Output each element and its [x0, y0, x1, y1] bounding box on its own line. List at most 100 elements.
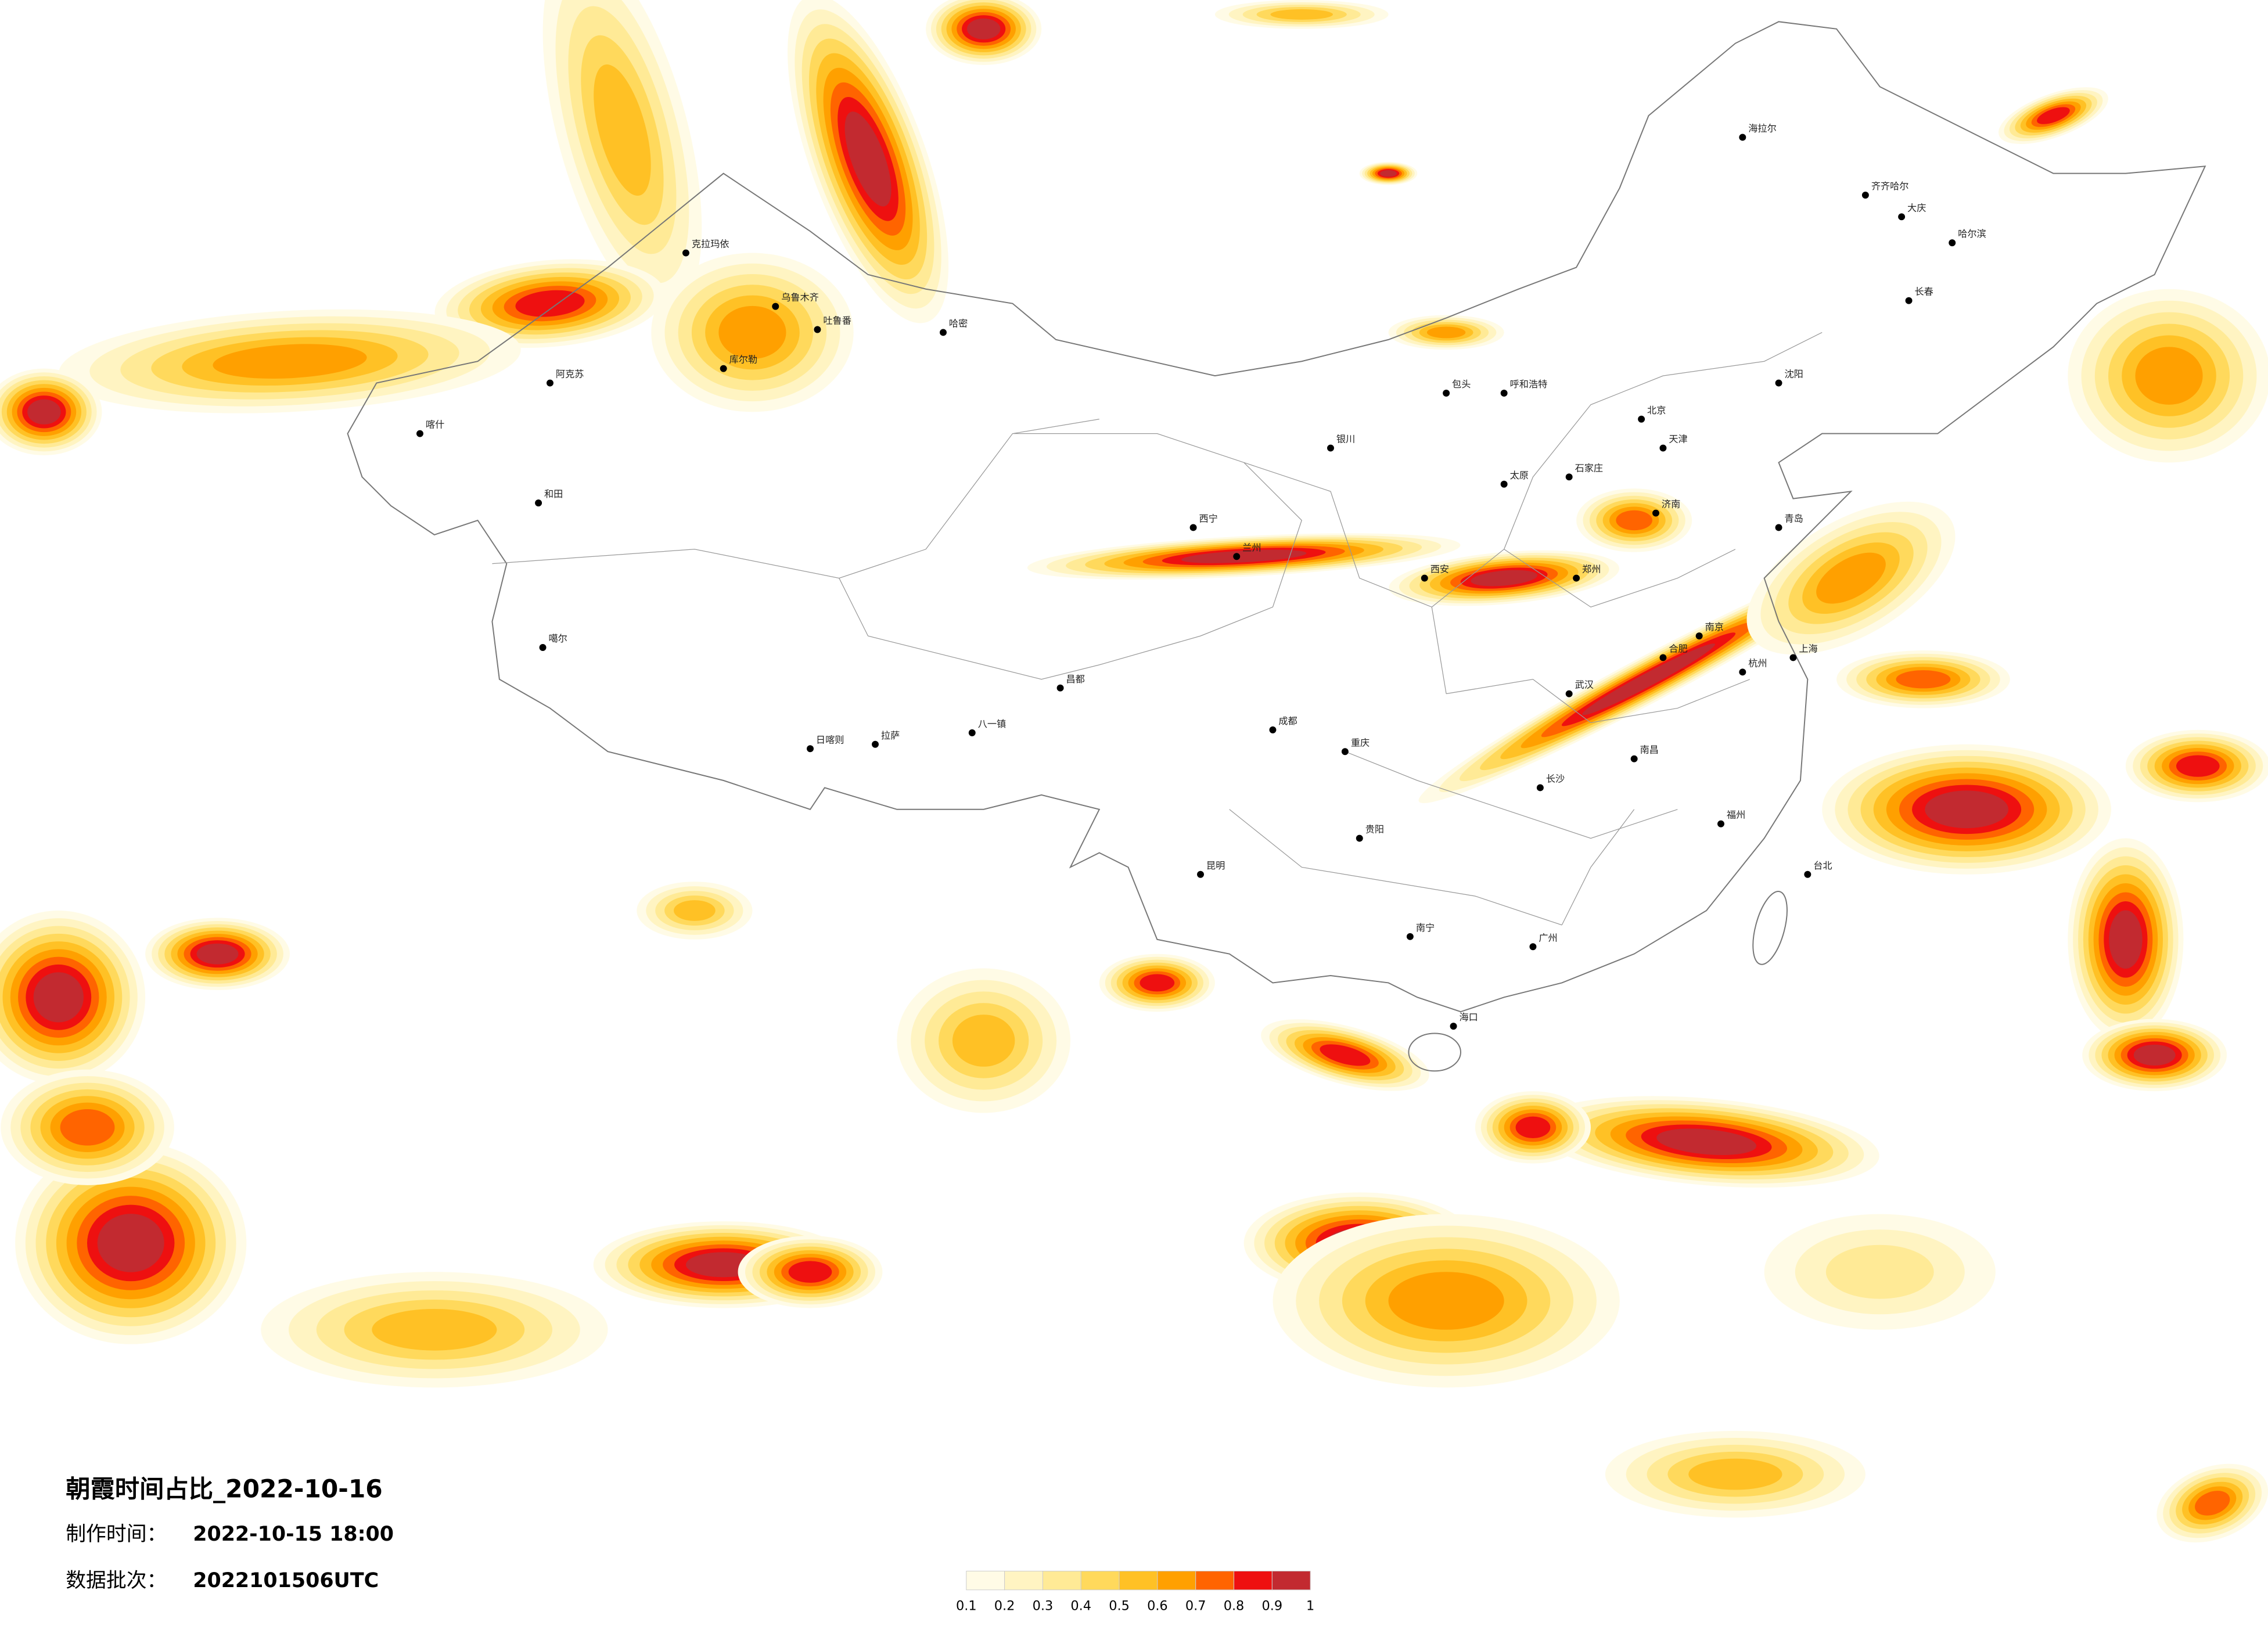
city-dot [720, 365, 727, 372]
sky-blob [213, 344, 367, 379]
sky-blob [1380, 170, 1397, 177]
colorbar-tick-label: 0.8 [1224, 1599, 1245, 1614]
city-dot [1421, 574, 1428, 582]
city-label: 银川 [1336, 434, 1355, 445]
sky-blob [1816, 552, 1886, 604]
sky-blob [1925, 790, 2009, 829]
city-label: 青岛 [1785, 513, 1803, 524]
city-dot [539, 644, 547, 651]
batch-label: 数据批次： [66, 1569, 167, 1592]
hainan [1408, 1033, 1461, 1072]
sky-blob [60, 1109, 115, 1146]
sky-blob [952, 1015, 1015, 1067]
city-label: 西宁 [1199, 513, 1218, 524]
city-dot [872, 740, 879, 748]
city-dot [547, 379, 553, 387]
city-dot [1652, 509, 1659, 517]
city-label: 石家庄 [1575, 462, 1603, 473]
sky-blob [1515, 1116, 1551, 1138]
city-label: 海拉尔 [1748, 123, 1776, 134]
city-label: 台北 [1813, 860, 1832, 871]
map-title: 朝霞时间占比_2022-10-16 [66, 1474, 382, 1503]
city-dot [1630, 755, 1638, 762]
city-label: 日喀则 [816, 734, 844, 745]
made-time: 2022-10-15 18:00 [193, 1523, 394, 1546]
colorbar-swatch [1119, 1570, 1158, 1591]
city-label: 郑州 [1582, 564, 1601, 575]
made-time-label: 制作时间： [66, 1523, 167, 1546]
city-label: 吐鲁番 [823, 315, 851, 326]
colorbar-swatch [966, 1570, 1005, 1591]
city-label: 乌鲁木齐 [781, 292, 819, 303]
city-label: 哈密 [949, 318, 968, 329]
city-label: 杭州 [1748, 657, 1767, 668]
city-label: 齐齐哈尔 [1871, 181, 1909, 192]
city-label: 阿克苏 [556, 369, 584, 380]
city-label: 南京 [1705, 621, 1724, 632]
city-label: 长春 [1915, 286, 1933, 297]
sky-blob [1270, 9, 1333, 20]
city-dot [939, 329, 947, 336]
sky-blob [33, 972, 84, 1023]
city-label: 福州 [1727, 810, 1745, 821]
city-label: 大庆 [1907, 202, 1926, 213]
city-label: 广州 [1539, 932, 1557, 943]
city-dot [1565, 690, 1573, 697]
colorbar-tick-label: 0.3 [1033, 1599, 1054, 1614]
info-block: 朝霞时间占比_2022-10-16 制作时间： 2022-10-15 18:00… [66, 1474, 394, 1592]
city-dot [682, 249, 689, 257]
city-dot [814, 326, 821, 333]
city-label: 昆明 [1206, 860, 1225, 871]
sky-blob [2176, 755, 2220, 777]
city-dot [1739, 668, 1746, 676]
city-label: 长沙 [1546, 773, 1565, 784]
city-dot [1356, 834, 1363, 842]
city-label: 库尔勒 [729, 354, 757, 365]
city-dot [1197, 870, 1204, 878]
sky-blob [1896, 670, 1951, 689]
city-dot [1056, 684, 1064, 692]
sky-blob [594, 64, 651, 196]
city-label: 济南 [1662, 499, 1680, 510]
sky-blob [2109, 910, 2143, 969]
sky-blob [1616, 510, 1652, 531]
colorbar-swatch [1042, 1570, 1081, 1591]
china-outline [347, 21, 2206, 1072]
city-label: 呼和浩特 [1510, 379, 1548, 390]
city-label: 兰州 [1242, 542, 1261, 553]
colorbar-swatch [1271, 1570, 1311, 1591]
city-label: 上海 [1799, 643, 1817, 654]
colorbar: 0.1 0.2 0.3 0.4 0.5 0.6 0.7 0.8 0.9 1 [956, 1570, 1314, 1614]
city-dot [1804, 870, 1811, 878]
colorbar-tick-label: 0.5 [1109, 1599, 1130, 1614]
city-dot [1949, 239, 1956, 247]
sky-blob [2195, 1491, 2230, 1516]
sky-blob [372, 1308, 497, 1351]
city-label: 合肥 [1669, 643, 1687, 654]
city-dot [1789, 654, 1797, 661]
city-dot [1775, 524, 1782, 531]
city-dot [1500, 480, 1508, 488]
city-dot [807, 745, 814, 753]
sky-blob [1656, 1128, 1757, 1155]
sky-blob [1471, 570, 1537, 587]
city-dot [1573, 574, 1580, 582]
city-label: 喀什 [426, 419, 444, 430]
colorbar-tick-label: 1 [1306, 1599, 1314, 1614]
sky-blob [97, 1214, 164, 1272]
sky-blob [1388, 1272, 1504, 1330]
sky-blob [718, 305, 786, 359]
city-label: 八一镇 [978, 718, 1006, 729]
city-label: 太原 [1510, 470, 1529, 481]
city-label: 武汉 [1575, 679, 1594, 690]
batch: 2022101506UTC [193, 1569, 379, 1592]
city-dot [1341, 748, 1349, 756]
city-dot [1443, 390, 1450, 397]
sky-blob [1426, 326, 1466, 339]
sky-blob [966, 18, 1001, 39]
city-dot [772, 303, 779, 310]
city-dot [416, 430, 423, 437]
sky-blob [788, 1261, 832, 1283]
